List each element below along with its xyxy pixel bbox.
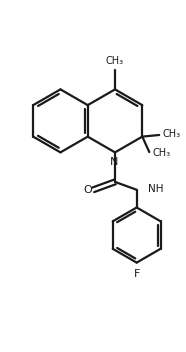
Text: CH₃: CH₃: [106, 56, 124, 66]
Text: CH₃: CH₃: [152, 148, 170, 158]
Text: N: N: [110, 157, 118, 167]
Text: O: O: [83, 185, 92, 195]
Text: F: F: [134, 269, 140, 278]
Text: CH₃: CH₃: [162, 129, 180, 139]
Text: NH: NH: [148, 184, 164, 194]
